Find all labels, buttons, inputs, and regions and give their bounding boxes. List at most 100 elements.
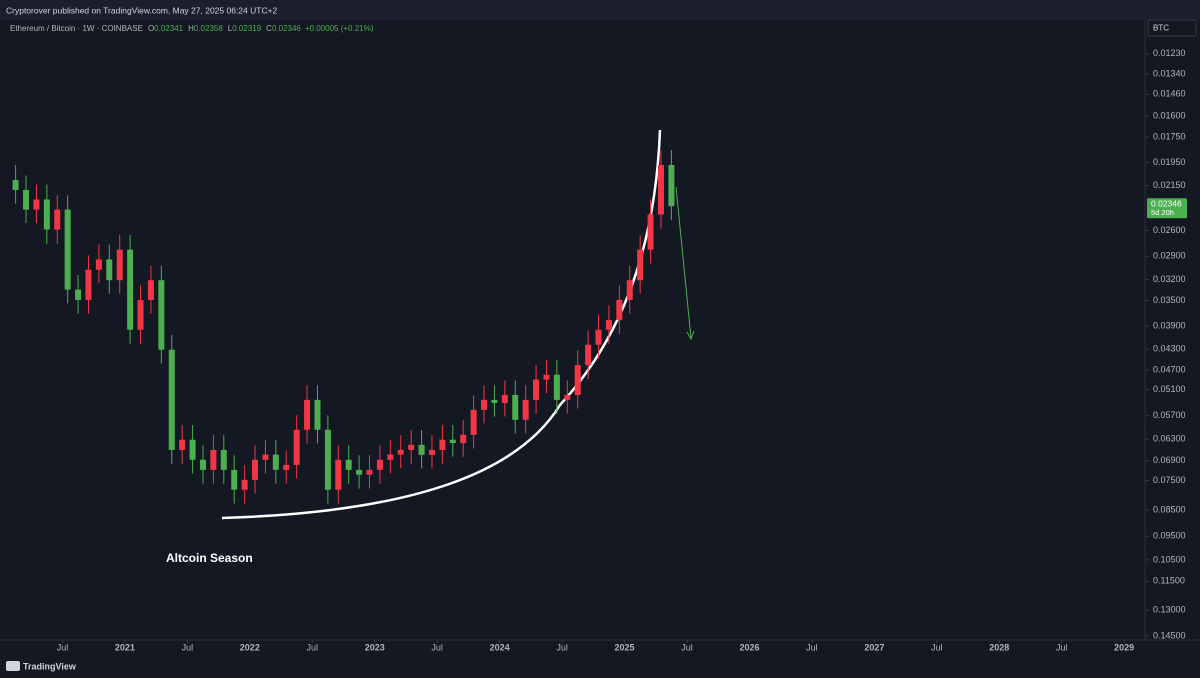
x-tick-label: 2023 bbox=[365, 642, 385, 652]
candle-body bbox=[324, 429, 331, 490]
candle-body bbox=[470, 409, 477, 435]
x-tick-label: 2028 bbox=[989, 642, 1009, 652]
change: +0.00005 (+0.21%) bbox=[305, 24, 374, 33]
candle-body bbox=[387, 454, 394, 460]
candle-body bbox=[501, 394, 508, 403]
candle-body bbox=[626, 280, 633, 300]
y-tick-label: 0.04300 bbox=[1153, 344, 1186, 354]
candle-body bbox=[106, 259, 113, 281]
y-tick-label: 0.01460 bbox=[1153, 89, 1186, 99]
candle-body bbox=[179, 439, 186, 450]
y-tick-label: 0.03900 bbox=[1153, 321, 1186, 331]
candle-body bbox=[522, 399, 529, 420]
candle-body bbox=[283, 464, 290, 470]
x-tick-label: 2027 bbox=[864, 642, 884, 652]
candle-body bbox=[647, 214, 654, 250]
y-tick-label: 0.09500 bbox=[1153, 531, 1186, 541]
candle-body bbox=[533, 379, 540, 400]
candle-body bbox=[33, 199, 40, 210]
candle-body bbox=[657, 164, 664, 215]
candle-body bbox=[272, 454, 279, 470]
candle-body bbox=[127, 249, 134, 330]
candle-body bbox=[304, 399, 311, 430]
candle-body bbox=[543, 374, 550, 380]
candle-body bbox=[314, 399, 321, 430]
y-tick-label: 0.08500 bbox=[1153, 504, 1186, 514]
candle-body bbox=[356, 469, 363, 475]
candle-body bbox=[574, 365, 581, 395]
candle-body bbox=[199, 459, 206, 470]
candle-body bbox=[428, 449, 435, 455]
candle-body bbox=[564, 394, 571, 400]
y-tick-label: 0.01230 bbox=[1153, 48, 1186, 58]
candle-body bbox=[43, 199, 50, 230]
published-line: Cryptorover published on TradingView.com… bbox=[6, 5, 278, 15]
candle-body bbox=[262, 454, 269, 460]
candle-body bbox=[616, 299, 623, 321]
x-tick-label: 2026 bbox=[739, 642, 759, 652]
y-tick-label: 0.01750 bbox=[1153, 131, 1186, 141]
x-tick-label: 2022 bbox=[240, 642, 260, 652]
candle-body bbox=[220, 449, 227, 470]
candle-body bbox=[335, 459, 342, 490]
x-tick-label: Jul bbox=[681, 642, 693, 652]
y-tick-label: 0.07500 bbox=[1153, 475, 1186, 485]
currency-box bbox=[1147, 19, 1197, 37]
top-bar bbox=[0, 0, 1200, 20]
x-tick-label: Jul bbox=[931, 642, 943, 652]
y-tick-label: 0.01950 bbox=[1153, 157, 1186, 167]
x-tick-label: Jul bbox=[1056, 642, 1068, 652]
candle-body bbox=[241, 479, 248, 490]
curve-annotation bbox=[221, 129, 662, 520]
candle-body bbox=[137, 299, 144, 330]
candle-body bbox=[366, 469, 373, 475]
x-tick-label: Jul bbox=[57, 642, 69, 652]
x-tick-label: 2029 bbox=[1114, 642, 1134, 652]
candle-body bbox=[481, 399, 488, 410]
candle-body bbox=[231, 469, 238, 490]
candle-body bbox=[345, 459, 352, 470]
x-tick-label: 2025 bbox=[615, 642, 635, 652]
candle-body bbox=[95, 259, 102, 270]
candle-body bbox=[189, 439, 196, 460]
x-tick-label: Jul bbox=[431, 642, 443, 652]
symbol: Ethereum / Bitcoin · 1W · COINBASE bbox=[10, 24, 143, 33]
brand-logo bbox=[6, 661, 20, 671]
y-tick-label: 0.13000 bbox=[1153, 605, 1186, 615]
candle-body bbox=[449, 439, 456, 444]
ohlc-value: 0.02341 bbox=[154, 24, 183, 33]
candle-body bbox=[397, 449, 404, 455]
candle-body bbox=[168, 349, 175, 450]
brand-name: TradingView bbox=[23, 661, 77, 671]
y-tick-label: 0.02600 bbox=[1153, 225, 1186, 235]
candle-body bbox=[491, 399, 498, 403]
x-tick-label: Jul bbox=[806, 642, 818, 652]
candle-body bbox=[418, 444, 425, 455]
annotation-text: Altcoin Season bbox=[166, 551, 253, 565]
arrow-line bbox=[675, 186, 692, 339]
y-tick-label: 0.03200 bbox=[1153, 274, 1186, 284]
candle-body bbox=[595, 329, 602, 345]
y-tick-label: 0.06900 bbox=[1153, 455, 1186, 465]
ohlc-value: 0.02319 bbox=[232, 24, 261, 33]
candle-body bbox=[460, 434, 467, 444]
last-price-tag bbox=[1147, 198, 1187, 219]
y-tick-label: 0.04700 bbox=[1153, 365, 1186, 375]
y-tick-label: 0.01340 bbox=[1153, 68, 1186, 78]
x-tick-label: Jul bbox=[307, 642, 319, 652]
candle-body bbox=[116, 249, 123, 281]
candle-body bbox=[54, 209, 61, 230]
candle-body bbox=[512, 394, 519, 420]
x-tick-label: 2021 bbox=[115, 642, 135, 652]
arrow-head bbox=[686, 330, 695, 341]
y-tick-label: 0.05100 bbox=[1153, 384, 1186, 394]
ohlc-label: O bbox=[148, 24, 154, 33]
candle-body bbox=[668, 164, 675, 207]
y-tick-label: 0.05700 bbox=[1153, 410, 1186, 420]
x-tick-label: 2024 bbox=[490, 642, 510, 652]
y-tick-label: 0.14500 bbox=[1153, 630, 1186, 640]
y-tick-label: 0.03500 bbox=[1153, 295, 1186, 305]
candle-body bbox=[637, 249, 644, 281]
